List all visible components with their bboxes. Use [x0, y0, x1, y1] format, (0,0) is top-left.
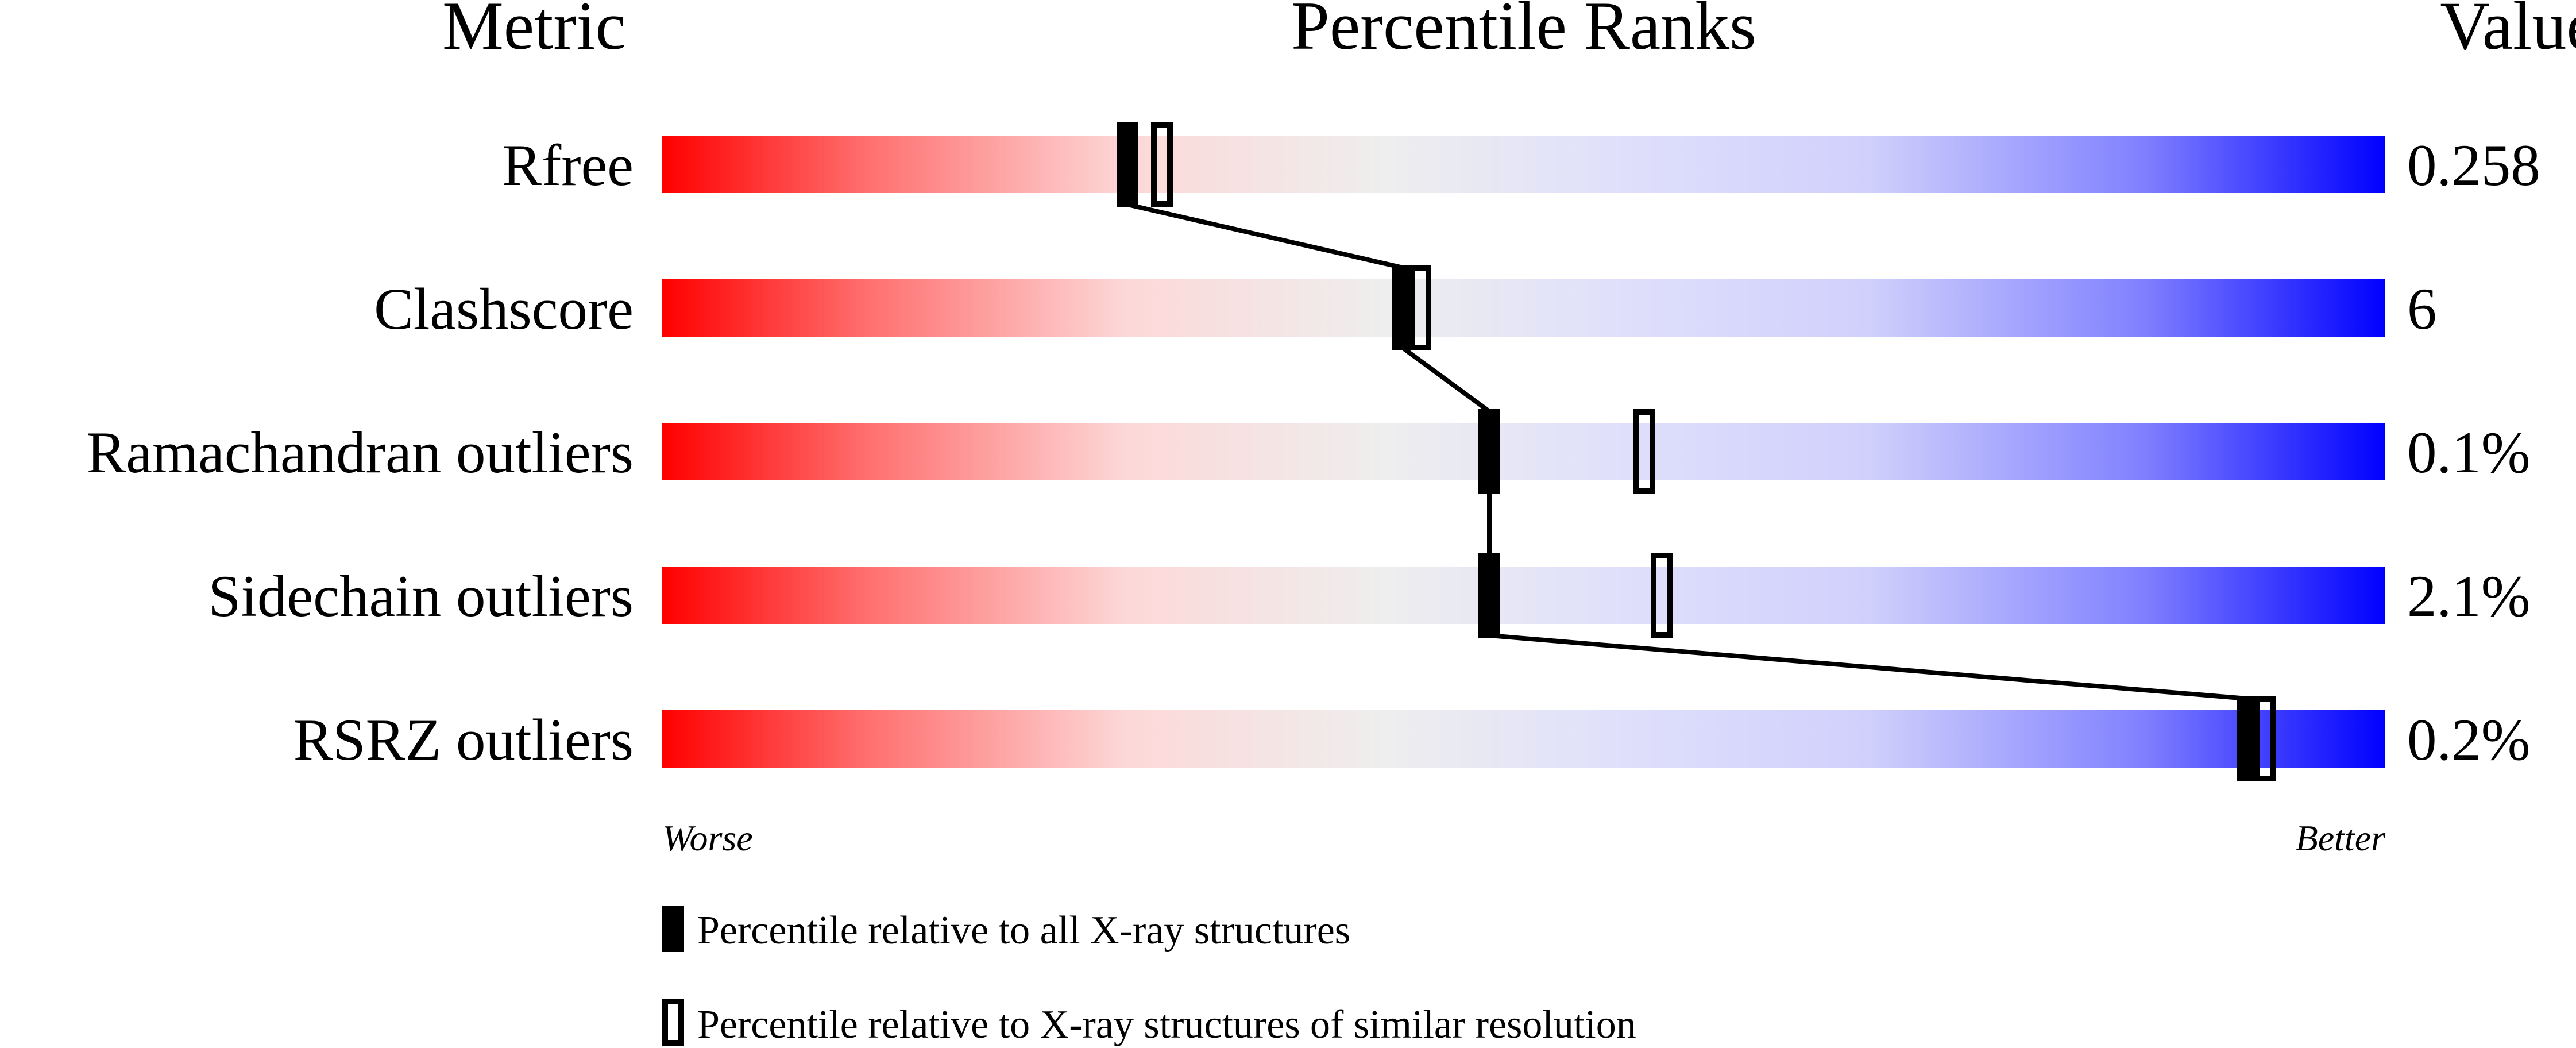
percentile-bar [662, 710, 2385, 768]
all-structures-marker [1117, 122, 1138, 207]
legend-hollow-label: Percentile relative to X-ray structures … [697, 1003, 1636, 1047]
all-structures-marker [1478, 553, 1500, 638]
legend-hollow-marker [662, 999, 684, 1046]
metric-label: Rfree [502, 133, 634, 198]
percentile-bar [662, 136, 2385, 193]
similar-resolution-marker [1151, 122, 1173, 207]
connector-line [1401, 346, 1491, 414]
metric-value: 0.1% [2407, 420, 2531, 486]
value-header: Value [2440, 0, 2576, 64]
worse-label: Worse [662, 818, 753, 858]
ranks-header: Percentile Ranks [1291, 0, 1756, 64]
metric-label: RSRZ outliers [293, 707, 634, 773]
connector-line [1127, 202, 1404, 270]
metric-value: 0.2% [2407, 707, 2531, 773]
similar-resolution-marker [1633, 409, 1655, 494]
percentile-bar [662, 423, 2385, 480]
all-structures-marker [2237, 696, 2258, 781]
legend-filled-marker [662, 906, 684, 952]
connector-line [1489, 633, 2248, 701]
better-label: Better [2296, 818, 2386, 858]
legend-filled-label: Percentile relative to all X-ray structu… [697, 908, 1350, 953]
metric-value: 0.258 [2407, 133, 2540, 198]
metric-label: Sidechain outliers [208, 564, 634, 629]
all-structures-marker [1478, 409, 1500, 494]
metric-value: 2.1% [2407, 564, 2531, 629]
metric-label: Ramachandran outliers [87, 420, 634, 486]
all-structures-marker [1392, 265, 1414, 350]
similar-resolution-marker [1651, 553, 1673, 638]
percentile-bar [662, 279, 2385, 337]
percentile-bar [662, 567, 2385, 624]
metric-header: Metric [442, 0, 626, 64]
metric-value: 6 [2407, 276, 2437, 342]
metric-label: Clashscore [374, 276, 634, 342]
